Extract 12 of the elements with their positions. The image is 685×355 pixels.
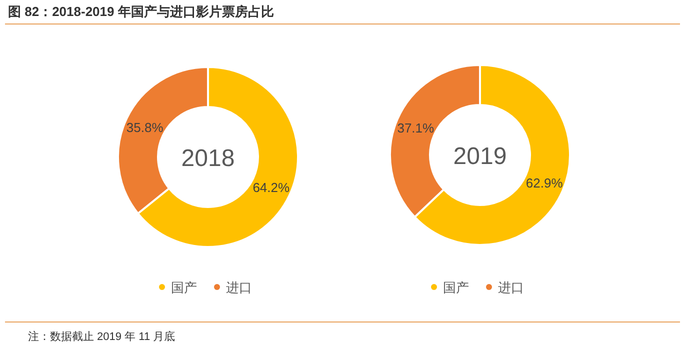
text: 注：数据截止 2019 年 11 月底 [28, 330, 176, 343]
data-label: 35.8% [126, 120, 164, 135]
legend-label: 进口 [226, 280, 252, 295]
data-label: 64.2% [252, 180, 290, 196]
text: 2018 [181, 145, 235, 172]
chart-title: 图 82：2018-2019 年国产与进口影片票房占比 [8, 4, 274, 19]
data-label: 37.1% [397, 120, 435, 136]
legend-label: 国产 [171, 280, 197, 295]
legend-label: 进口 [498, 280, 524, 295]
legend-label: 国产 [443, 280, 469, 295]
data-label: 62.9% [526, 176, 564, 191]
text: 2019 [453, 143, 507, 170]
